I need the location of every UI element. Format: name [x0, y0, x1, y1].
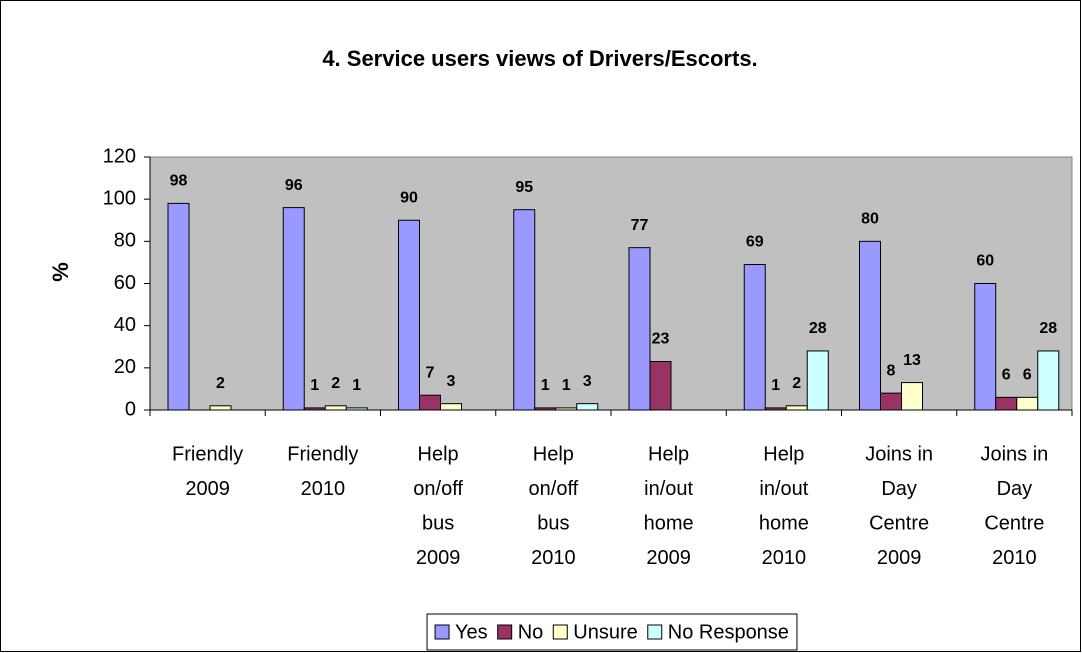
data-label: 1 [352, 377, 361, 394]
bar [764, 407, 787, 411]
x-tick-label: Day [997, 478, 1033, 500]
data-label: 28 [1039, 320, 1057, 337]
bar [534, 407, 557, 411]
bar [901, 382, 923, 411]
x-tick-label: Joins in [980, 443, 1048, 465]
data-label: 1 [310, 377, 319, 394]
data-label: 13 [903, 352, 921, 369]
bar [995, 396, 1018, 411]
legend-label: No [518, 621, 544, 643]
bar [785, 405, 808, 411]
bar [743, 264, 766, 411]
y-axis-label: % [48, 262, 73, 282]
bar [1016, 396, 1039, 411]
y-tick-label: 0 [125, 398, 136, 420]
x-tick-label: 2010 [992, 547, 1037, 569]
x-tick-label: Help [418, 443, 459, 465]
bar [974, 283, 997, 411]
data-label: 1 [562, 377, 571, 394]
data-label: 1 [771, 377, 780, 394]
y-tick-label: 100 [103, 187, 136, 209]
bar [513, 209, 536, 411]
x-tick-label: 2009 [185, 478, 230, 500]
bar [555, 407, 578, 411]
data-label: 98 [170, 173, 188, 190]
x-tick-label: home [644, 512, 694, 534]
bar [282, 207, 305, 411]
y-tick-label: 20 [114, 356, 136, 378]
data-label: 28 [809, 320, 827, 337]
data-label: 1 [541, 377, 550, 394]
x-tick-label: in/out [644, 478, 693, 500]
legend-label: Yes [455, 621, 488, 643]
x-tick-label: Help [648, 443, 689, 465]
data-label: 3 [447, 373, 456, 390]
bar [324, 405, 347, 411]
x-tick-label: 2009 [877, 547, 922, 569]
x-tick-label: Help [533, 443, 574, 465]
legend-swatch [552, 624, 568, 640]
data-label: 23 [652, 331, 670, 348]
bar [419, 394, 441, 411]
bar [880, 392, 902, 411]
data-label: 7 [426, 364, 435, 381]
data-label: 80 [861, 211, 879, 228]
x-tick-label: 2010 [301, 478, 346, 500]
bar [1037, 350, 1060, 411]
data-label: 77 [631, 217, 649, 234]
bar [576, 403, 599, 411]
legend [426, 613, 798, 651]
y-tick-label: 120 [103, 145, 136, 167]
data-label: 3 [583, 373, 592, 390]
data-label: 90 [400, 189, 418, 206]
bar [398, 219, 420, 411]
data-label: 95 [515, 179, 533, 196]
x-tick-label: Day [881, 478, 917, 500]
x-tick-label: 2009 [646, 547, 691, 569]
chart-title: 4. Service users views of Drivers/Escort… [322, 46, 757, 71]
legend-label: No Response [668, 621, 789, 643]
bar [628, 247, 651, 411]
x-tick-label: on/off [413, 478, 463, 500]
bar [649, 361, 672, 411]
data-label: 96 [285, 177, 303, 194]
legend-swatch [434, 624, 450, 640]
x-tick-label: Centre [869, 512, 929, 534]
legend-swatch [647, 624, 663, 640]
data-label: 6 [1023, 367, 1032, 384]
data-label: 8 [887, 362, 896, 379]
bar [303, 407, 326, 411]
legend-swatch [497, 624, 513, 640]
data-label: 6 [1002, 367, 1011, 384]
data-label: 60 [976, 253, 994, 270]
y-tick-label: 80 [114, 230, 136, 252]
y-tick-label: 40 [114, 314, 136, 336]
data-label: 2 [331, 375, 340, 392]
bar [167, 202, 190, 411]
x-tick-label: on/off [529, 478, 579, 500]
y-tick-label: 60 [114, 272, 136, 294]
x-tick-label: Help [763, 443, 804, 465]
x-tick-label: home [759, 512, 809, 534]
legend-label: Unsure [573, 621, 637, 643]
bar [345, 407, 368, 411]
x-tick-label: bus [537, 512, 569, 534]
bar [806, 350, 829, 411]
bar [440, 403, 462, 411]
x-tick-label: 2009 [416, 547, 461, 569]
bar [859, 240, 881, 411]
data-label: 2 [216, 375, 225, 392]
x-tick-label: in/out [759, 478, 808, 500]
x-tick-label: Joins in [865, 443, 933, 465]
x-tick-label: Centre [984, 512, 1044, 534]
bar [209, 405, 232, 411]
data-label: 69 [746, 234, 764, 251]
x-tick-label: Friendly [287, 443, 358, 465]
x-tick-label: bus [422, 512, 454, 534]
data-label: 2 [792, 375, 801, 392]
x-tick-label: 2010 [762, 547, 807, 569]
x-tick-label: 2010 [531, 547, 576, 569]
x-tick-label: Friendly [172, 443, 243, 465]
